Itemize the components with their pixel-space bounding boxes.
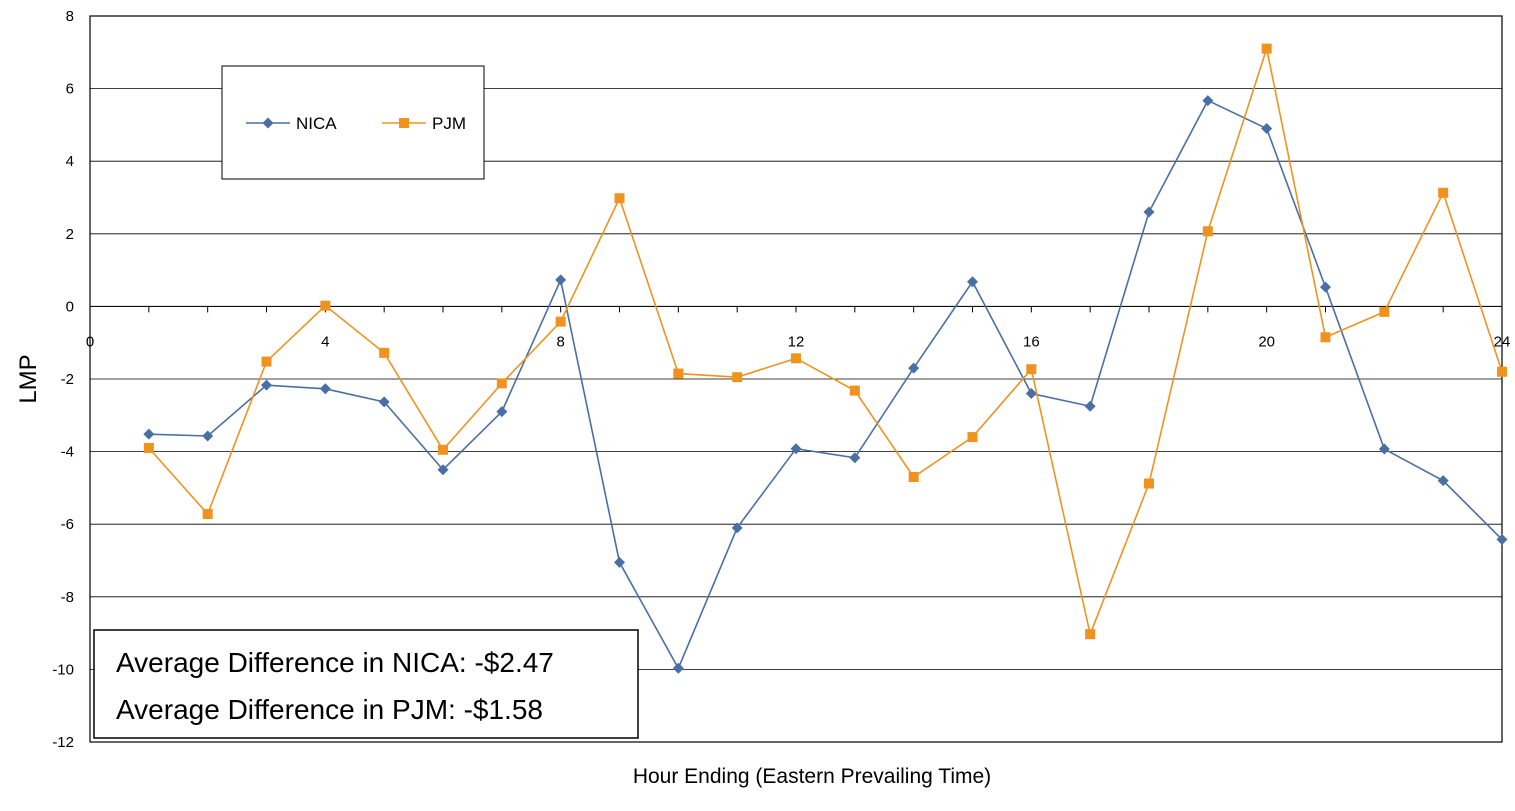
legend-item-nica: NICA <box>246 114 337 133</box>
pjm-point <box>555 316 566 327</box>
y-tick-label: -6 <box>61 516 74 533</box>
legend-nica-point <box>262 117 274 129</box>
x-tick-label: 12 <box>788 333 805 350</box>
nica-point <box>496 406 508 418</box>
y-axis-title: LMP <box>15 354 42 403</box>
nica-point <box>849 452 861 464</box>
nica-point <box>1261 123 1273 135</box>
nica-point <box>202 430 214 442</box>
series-pjm <box>143 43 1507 640</box>
x-tick-label: 4 <box>321 333 329 350</box>
y-tick-label: -12 <box>52 734 74 751</box>
nica-point <box>378 396 390 408</box>
pjm-point <box>791 353 801 364</box>
annotation-pjm: Average Difference in PJM: -$1.58 <box>116 694 543 725</box>
nica-point <box>790 443 802 455</box>
y-tick-label: -4 <box>61 444 74 461</box>
annotation-box <box>93 629 639 739</box>
average-difference-box: Average Difference in NICA: -$2.47 Avera… <box>93 629 639 739</box>
nica-point <box>143 428 155 440</box>
pjm-point <box>732 372 743 383</box>
nica-point <box>319 383 331 395</box>
legend-item-pjm: PJM <box>382 114 466 133</box>
pjm-point <box>908 472 919 483</box>
legend: NICA PJM <box>221 65 485 180</box>
pjm-point <box>1438 187 1449 198</box>
pjm-point <box>967 432 978 443</box>
pjm-point <box>261 356 272 367</box>
pjm-point <box>849 385 860 396</box>
nica-point <box>1025 388 1037 400</box>
legend-pjm-point <box>399 118 409 128</box>
nica-point <box>967 276 978 288</box>
nica-point <box>1084 400 1096 412</box>
pjm-point <box>614 193 625 204</box>
y-tick-label: 0 <box>66 298 74 315</box>
x-tick-label: 24 <box>1494 333 1511 350</box>
y-tick-label: -10 <box>52 661 74 678</box>
x-tick-label: 16 <box>1023 333 1040 350</box>
y-tick-label: 2 <box>66 226 74 243</box>
pjm-point <box>1261 43 1272 54</box>
pjm-point <box>673 368 684 379</box>
series-layer <box>143 43 1508 674</box>
y-tick-label: -8 <box>61 589 74 606</box>
y-tick-label: 6 <box>66 81 74 98</box>
nica-point <box>1496 533 1508 545</box>
x-tick-label: 8 <box>556 333 564 350</box>
pjm-point <box>1497 366 1507 377</box>
pjm-point <box>1026 364 1037 375</box>
x-tick-label: 20 <box>1258 333 1275 350</box>
y-tick-label: 4 <box>66 153 74 170</box>
pjm-point <box>379 347 390 358</box>
pjm-point <box>320 300 331 311</box>
nica-point <box>1437 475 1449 487</box>
nica-point <box>261 379 272 391</box>
series-nica <box>143 95 1508 674</box>
nica-point <box>437 464 449 476</box>
series-pjm-line <box>148 45 1503 637</box>
y-tick-labels: 8 6 4 2 0 -2 -4 -6 -8 -10 -12 <box>52 8 74 751</box>
legend-label-nica: NICA <box>296 114 337 133</box>
x-tick-marks <box>89 306 1503 313</box>
legend-label-pjm: PJM <box>432 114 466 133</box>
nica-point <box>908 362 920 374</box>
nica-point <box>1320 281 1331 293</box>
x-tick-labels: 0 4 8 12 16 20 24 <box>86 333 1511 350</box>
nica-point <box>1143 206 1155 218</box>
pjm-point <box>1144 478 1154 489</box>
pjm-point <box>496 378 507 389</box>
pjm-point <box>1085 629 1096 640</box>
y-tick-label: 8 <box>66 8 74 25</box>
y-tick-label: -2 <box>61 371 74 388</box>
pjm-point <box>1202 226 1213 237</box>
series-nica-line <box>148 99 1503 671</box>
nica-point <box>614 556 625 568</box>
nica-point <box>1378 443 1390 455</box>
pjm-point <box>1379 306 1390 317</box>
x-axis-title: Hour Ending (Eastern Prevailing Time) <box>633 765 991 788</box>
pjm-point <box>202 509 213 520</box>
x-tick-label: 0 <box>86 333 94 350</box>
pjm-point <box>143 442 154 453</box>
annotation-nica: Average Difference in NICA: -$2.47 <box>116 647 554 678</box>
pjm-point <box>438 444 448 455</box>
plot-area <box>89 15 1503 743</box>
pjm-point <box>1320 332 1331 343</box>
nica-point <box>1202 95 1214 107</box>
nica-point <box>672 662 684 674</box>
nica-point <box>555 274 567 286</box>
nica-point <box>731 522 743 534</box>
